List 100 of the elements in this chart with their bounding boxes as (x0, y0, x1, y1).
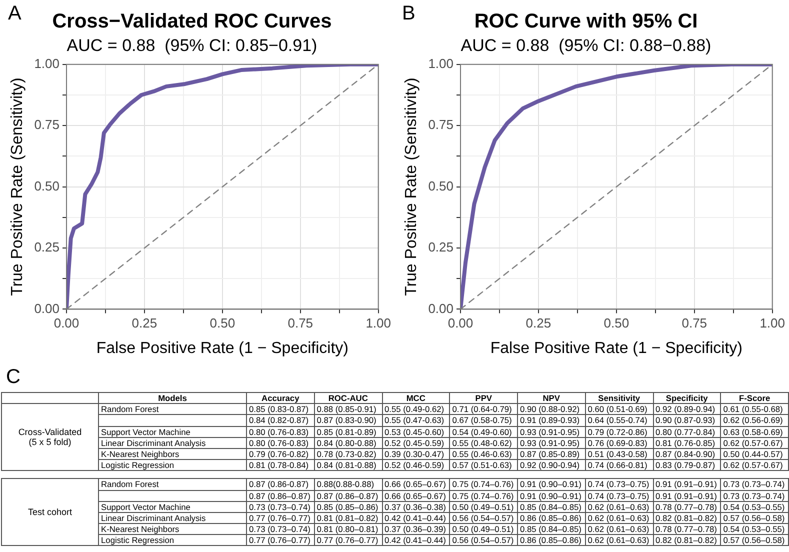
text: 0.55 (0.47-0.63) (384, 415, 444, 426)
text: 0.56 (0.54–0.57) (452, 512, 514, 523)
text: 0.79 (0.72-0.86) (588, 426, 648, 437)
y-tick-label: 0.25 (34, 240, 60, 255)
x-tick-label: 0.50 (604, 316, 630, 331)
text: 0.77 (0.76–0.77) (249, 512, 310, 523)
text: 0.91 (0.91–0.91) (656, 490, 717, 501)
text: 0.42 (0.41–0.44) (384, 512, 446, 523)
text: 0.67 (0.58-0.75) (452, 415, 512, 426)
category-label: Logistic Regression (101, 460, 174, 470)
x-tick-label: 0.25 (132, 316, 158, 331)
text: 0.84 (0.81-0.88) (316, 460, 376, 470)
text: 0.81 (0.78-0.84) (249, 460, 309, 470)
x-tick-label: 0.75 (682, 316, 708, 331)
x-tick-label: 0.50 (210, 316, 236, 331)
category-label: Linear Discriminant Analysis (101, 438, 206, 448)
category-label: K-Nearest Neighbors (101, 524, 180, 534)
text: 0.78 (0.77–0.78) (656, 524, 717, 534)
text: 0.74 (0.73–0.75) (588, 490, 650, 501)
text: 0.78 (0.73-0.82) (316, 449, 376, 460)
text: 0.93 (0.91-0.95) (520, 426, 580, 437)
text: 0.54 (0.49-0.60) (452, 426, 512, 437)
text: 0.73 (0.73–0.74) (723, 479, 785, 490)
x-tick-label: 0.00 (448, 316, 474, 331)
y-tick-label: 0.50 (34, 178, 60, 194)
y-axis-title: True Positive Rate (Sensitivity) (403, 78, 420, 296)
text: 0.57 (0.51-0.63) (452, 460, 512, 470)
text: 0.91 (0.89-0.93) (520, 415, 580, 426)
x-tick-label: 0.75 (288, 316, 314, 331)
text: 0.92 (0.89-0.94) (656, 404, 716, 414)
y-tick-label: 1.00 (428, 56, 454, 71)
text: 0.55 (0.46-0.63) (452, 449, 512, 460)
category-label: K-Nearest Neighbors (101, 449, 180, 460)
x-tick-label: 1.00 (760, 316, 786, 331)
y-tick-label: 0.00 (34, 300, 60, 316)
text: 0.77 (0.76–0.77) (249, 535, 310, 546)
text: 0.87 (0.86–0.87) (316, 490, 378, 501)
text: 0.88 (0.85-0.91) (316, 404, 376, 414)
text: 0.64 (0.55-0.74) (588, 415, 648, 426)
text: 0.54 (0.53–0.55) (723, 524, 785, 534)
x-tick-label: 0.25 (526, 316, 552, 331)
category-label: MCC (382, 392, 450, 404)
text: 0.92 (0.90-0.94) (520, 460, 580, 470)
text: 0.81 (0.80–0.81) (316, 524, 378, 534)
text: 0.85 (0.85–0.86) (316, 502, 378, 512)
text: 0.82 (0.81–0.82) (656, 535, 717, 546)
text: 0.80 (0.76-0.83) (249, 438, 309, 448)
text: 0.73 (0.73–0.74) (723, 490, 785, 501)
text: 0.61 (0.55-0.68) (723, 404, 783, 414)
text: 0.77 (0.76–0.77) (316, 535, 378, 546)
chart-title: Cross−Validated ROC Curves (52, 10, 332, 33)
y-tick-label: 0.75 (428, 117, 454, 132)
text: 0.91 (0.91–0.91) (656, 479, 717, 490)
text: 0.57 (0.56–0.58) (723, 535, 785, 546)
text: 0.62 (0.57-0.67) (723, 438, 783, 448)
category-label: Random Forest (101, 404, 159, 414)
text: 0.84 (0.82-0.87) (249, 415, 309, 426)
text: 0.88(0.88-0.88) (316, 479, 374, 490)
text: 0.54 (0.53–0.55) (723, 502, 785, 512)
text: 0.55 (0.48-0.62) (452, 438, 512, 448)
text: 0.81 (0.76-0.85) (656, 438, 716, 448)
text: 0.62 (0.61–0.63) (588, 502, 650, 512)
text: 0.55 (0.49-0.62) (384, 404, 444, 414)
text: 0.75 (0.74–0.76) (452, 479, 514, 490)
text: 0.62 (0.57-0.67) (723, 460, 783, 470)
category-label: Logistic Regression (101, 535, 174, 546)
text: 0.56 (0.54–0.57) (452, 535, 514, 546)
text: 0.71 (0.64-0.79) (452, 404, 512, 414)
text: 0.85 (0.81-0.89) (316, 426, 376, 437)
text: 0.81 (0.81–0.82) (316, 512, 378, 523)
text: 0.62 (0.61–0.63) (588, 524, 650, 534)
text: 0.74 (0.66-0.81) (588, 460, 648, 470)
text: 0.91 (0.90–0.91) (520, 479, 582, 490)
text: 0.42 (0.41–0.44) (384, 535, 446, 546)
category-label: Support Vector Machine (101, 502, 190, 512)
text: 0.79 (0.76-0.82) (249, 449, 309, 460)
text: 0.78 (0.77–0.78) (656, 502, 717, 512)
text: 0.80 (0.76-0.83) (249, 426, 309, 437)
text: 0.87 (0.85-0.89) (520, 449, 580, 460)
text: 0.87 (0.83-0.90) (316, 415, 376, 426)
y-tick-label: 0.00 (428, 300, 454, 316)
text: 0.66 (0.65–0.67) (384, 479, 446, 490)
text: 0.52 (0.46-0.59) (384, 460, 444, 470)
category-label: PPV (450, 392, 518, 404)
category-label: NPV (518, 392, 586, 404)
text: 0.93 (0.91-0.95) (520, 438, 580, 448)
text: 0.90 (0.87-0.93) (656, 415, 716, 426)
text: 0.86 (0.85–0.86) (520, 535, 582, 546)
text: 0.83 (0.79-0.87) (656, 460, 716, 470)
text: 0.51 (0.43-0.58) (588, 449, 648, 460)
text: 0.63 (0.58-0.69) (723, 426, 783, 437)
text: 0.37 (0.36–0.39) (384, 524, 446, 534)
chart-title: ROC Curve with 95% CI (474, 10, 698, 33)
text: 0.50 (0.49–0.51) (452, 524, 514, 534)
text: 0.52 (0.45-0.59) (384, 438, 444, 448)
text: 0.87 (0.86–0.87) (249, 490, 310, 501)
text: 0.76 (0.69-0.83) (588, 438, 648, 448)
text: 0.85 (0.83-0.87) (249, 404, 309, 414)
text: 0.74 (0.73–0.75) (588, 479, 650, 490)
text: 0.60 (0.51-0.69) (588, 404, 648, 414)
